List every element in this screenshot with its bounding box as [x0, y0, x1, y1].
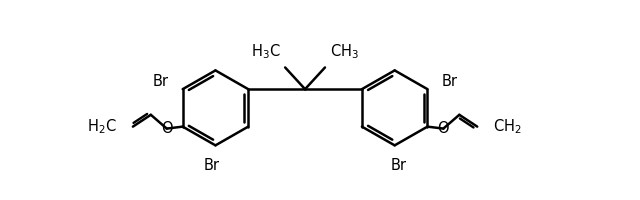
Text: H$_2$C: H$_2$C — [87, 117, 117, 136]
Text: Br: Br — [153, 74, 169, 89]
Text: H$_3$C: H$_3$C — [250, 42, 280, 61]
Text: CH$_2$: CH$_2$ — [493, 117, 522, 136]
Text: Br: Br — [390, 158, 406, 173]
Text: Br: Br — [204, 158, 220, 173]
Text: Br: Br — [442, 74, 458, 89]
Text: O: O — [438, 121, 449, 136]
Text: O: O — [161, 121, 173, 136]
Text: CH$_3$: CH$_3$ — [330, 42, 359, 61]
